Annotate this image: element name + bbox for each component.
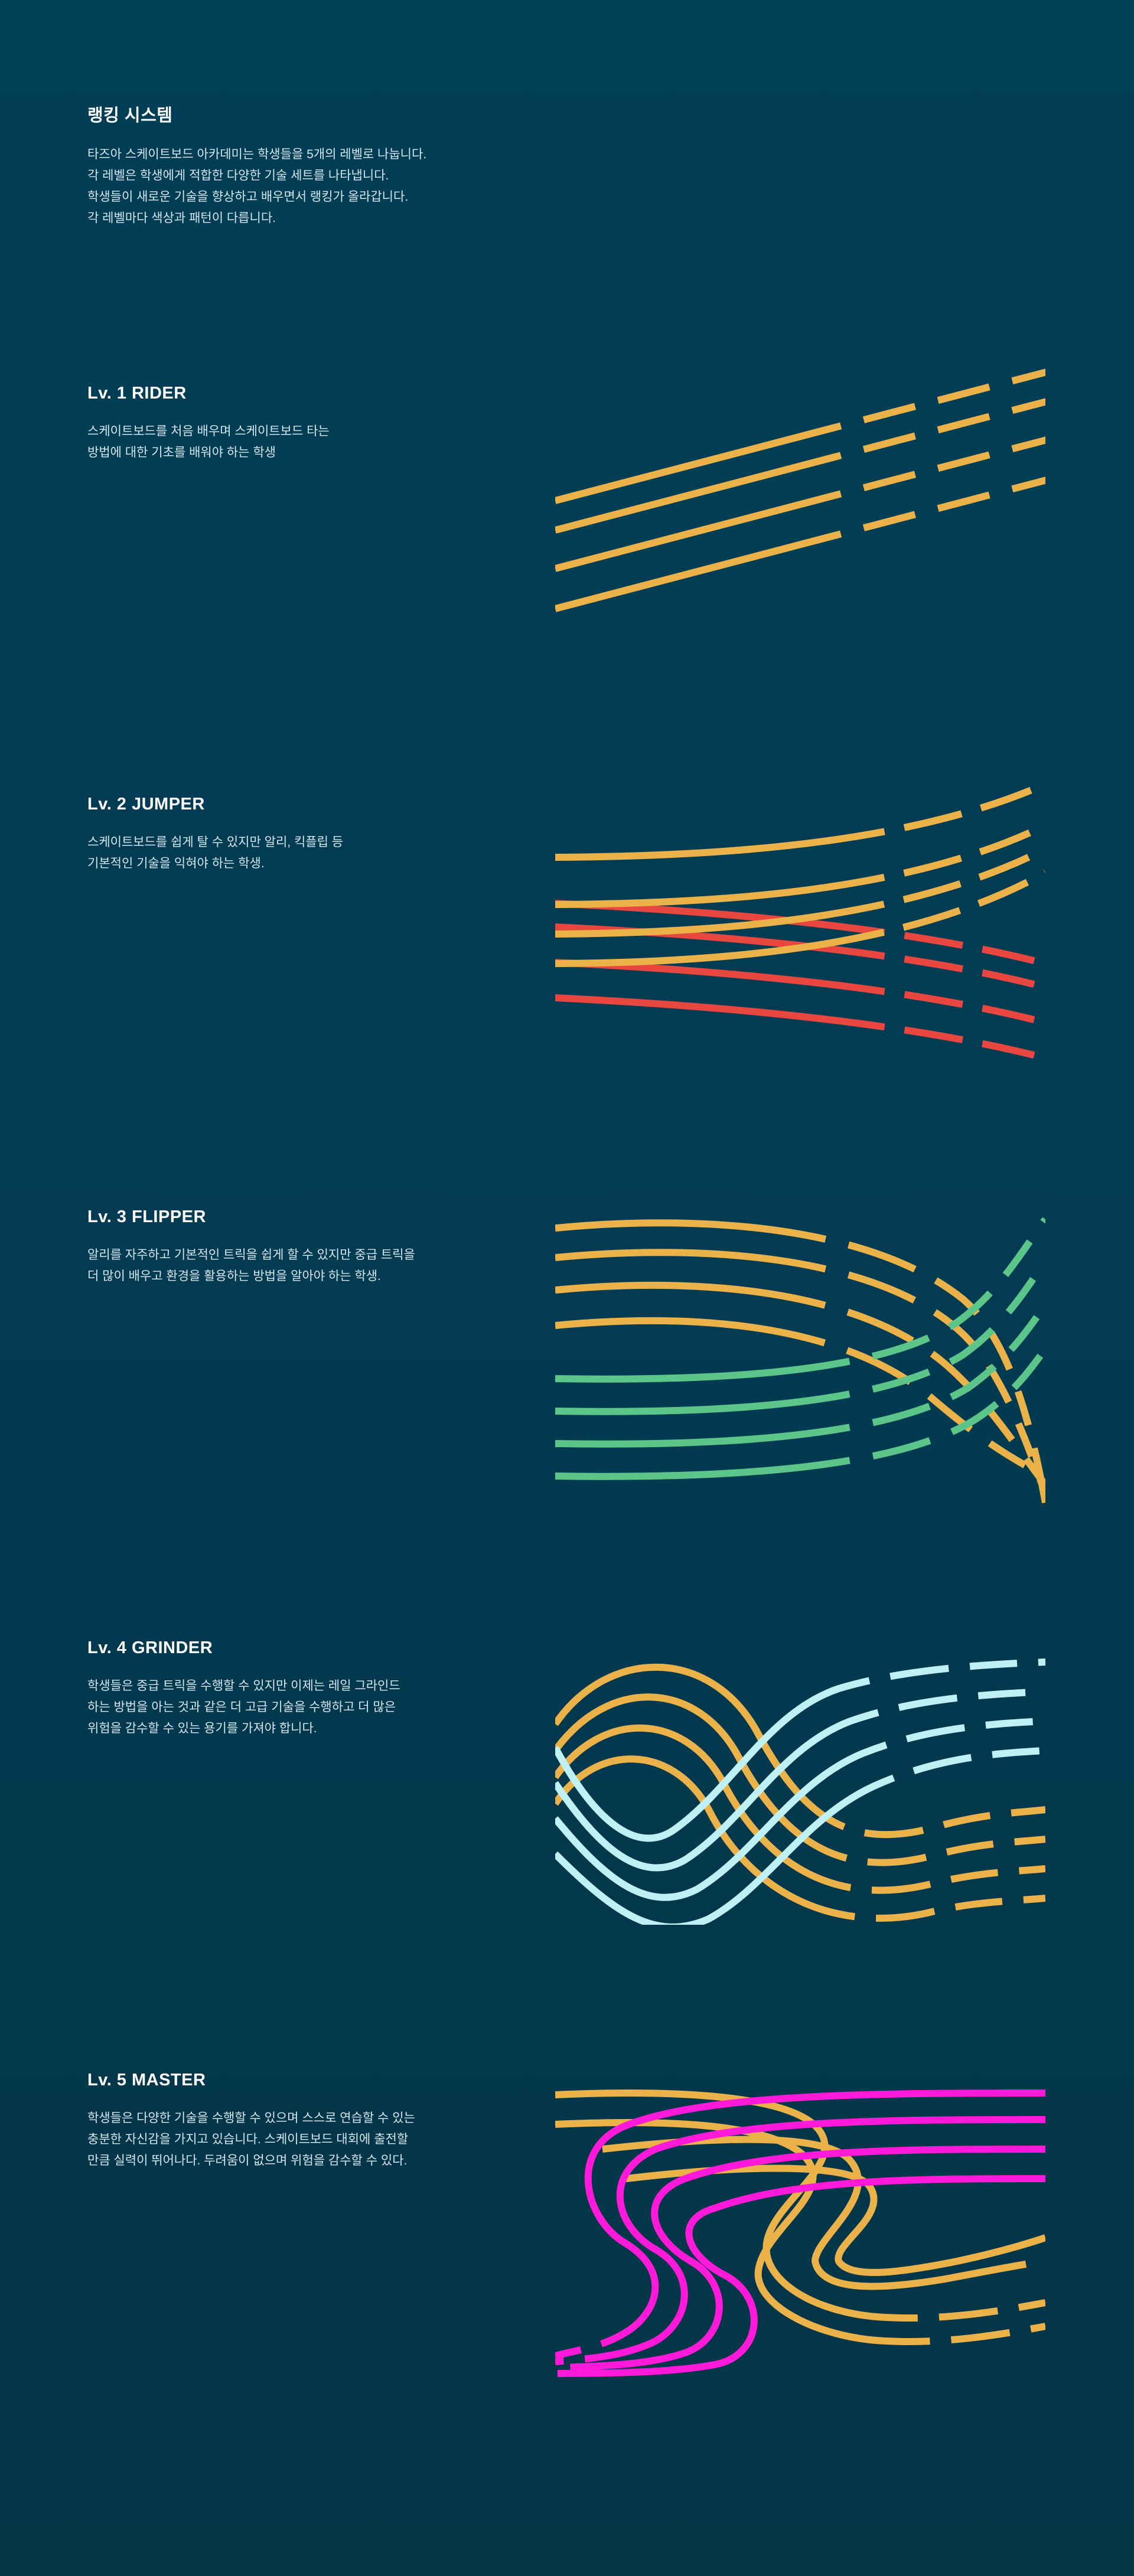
- pattern-line: [555, 1718, 1045, 1901]
- level-4-line: 학생들은 중급 트릭을 수행할 수 있지만 이제는 레일 그라인드: [87, 1679, 400, 1693]
- level-1-section: Lv. 1 RIDER 스케이트보드를 처음 배우며 스케이트보드 타는 방법에…: [87, 384, 513, 463]
- cyan-waves: [555, 1658, 1045, 1925]
- level-2-description: 스케이트보드를 쉽게 탈 수 있지만 알리, 킥플립 등 기본적인 기술을 익혀…: [87, 832, 513, 874]
- level-2-line: 기본적인 기술을 익혀야 하는 학생.: [87, 857, 265, 870]
- intro-description: 타즈아 스케이트보드 아카데미는 학생들을 5개의 레벨로 나눕니다. 각 레벨…: [87, 144, 536, 229]
- pattern-line: [555, 1217, 1045, 1383]
- pattern-line: [555, 1258, 1045, 1415]
- level-1-line: 스케이트보드를 처음 배우며 스케이트보드 타는: [87, 425, 330, 438]
- level-2-title: Lv. 2 JUMPER: [87, 795, 205, 814]
- pattern-line: [555, 1693, 1045, 1866]
- level-4-title: Lv. 4 GRINDER: [87, 1638, 213, 1657]
- pattern-line: [555, 368, 1045, 504]
- pattern-line: [555, 781, 1045, 861]
- level-5-line: 만큼 실력이 뛰어나다. 두려움이 없으며 위험을 감수할 수 있다.: [87, 2154, 408, 2167]
- red-curves: [555, 900, 1045, 1062]
- pattern-line: [555, 2146, 1045, 2371]
- level-2-pattern: [555, 781, 1045, 1062]
- pattern-line: [555, 1347, 1045, 1480]
- level-4-pattern: [555, 1658, 1045, 1925]
- level-5-line: 학생들은 다양한 기술을 수행할 수 있으며 스스로 연습할 수 있는: [87, 2111, 415, 2125]
- orange-arcs: [555, 1219, 1045, 1504]
- pattern-line: [555, 1219, 1045, 1504]
- pattern-line: [555, 1688, 1045, 1872]
- pattern-line: [555, 1755, 1045, 1922]
- pattern-line: [555, 1658, 1045, 1842]
- pattern-line: [555, 822, 1045, 908]
- level-1-title: Lv. 1 RIDER: [87, 384, 187, 403]
- level-1-line: 방법에 대한 기초를 배워야 하는 학생: [87, 446, 276, 459]
- orange-s-curves: [555, 2089, 1045, 2345]
- level-2-line: 스케이트보드를 쉽게 탈 수 있지만 알리, 킥플립 등: [87, 835, 344, 849]
- pattern-line: [555, 1249, 1045, 1496]
- page-title: 랭킹 시스템: [87, 106, 173, 125]
- level-3-section: Lv. 3 FLIPPER 알리를 자주하고 기본적인 트릭을 쉽게 할 수 있…: [87, 1207, 513, 1287]
- level-5-description: 학생들은 다양한 기술을 수행할 수 있으며 스스로 연습할 수 있는 충분한 …: [87, 2108, 513, 2172]
- pattern-line: [555, 2118, 1045, 2345]
- pattern-line: [555, 476, 1045, 612]
- pattern-line: [555, 994, 1045, 1062]
- intro-line: 학생들이 새로운 기술을 향상하고 배우면서 랭킹가 올라갑니다.: [87, 190, 409, 204]
- level-3-line: 더 많이 배우고 환경을 활용하는 방법을 알아야 하는 학생.: [87, 1269, 381, 1283]
- magenta-loops: [555, 2089, 1045, 2377]
- level-3-description: 알리를 자주하고 기본적인 트릭을 쉽게 할 수 있지만 중급 트릭을 더 많이…: [87, 1245, 513, 1287]
- level-5-section: Lv. 5 MASTER 학생들은 다양한 기술을 수행할 수 있으며 스스로 …: [87, 2071, 513, 2172]
- pattern-line: [555, 1317, 1045, 1480]
- level-2-section: Lv. 2 JUMPER 스케이트보드를 쉽게 탈 수 있지만 알리, 킥플립 …: [87, 795, 513, 874]
- intro-line: 타즈아 스케이트보드 아카데미는 학생들을 5개의 레벨로 나눕니다.: [87, 148, 427, 161]
- pattern-line: [555, 436, 1045, 572]
- pattern-line: [555, 2089, 1045, 2322]
- pattern-line: [555, 2175, 1045, 2377]
- level-4-description: 학생들은 중급 트릭을 수행할 수 있지만 이제는 레일 그라인드 하는 방법을…: [87, 1676, 513, 1739]
- level-5-pattern: [555, 2089, 1045, 2377]
- pattern-line: [555, 869, 1045, 967]
- intro-line: 각 레벨마다 색상과 패턴이 다릅니다.: [87, 211, 276, 225]
- pattern-line: [555, 1302, 1045, 1448]
- pattern-line: [555, 1747, 1045, 1925]
- level-3-line: 알리를 자주하고 기본적인 트릭을 쉽게 할 수 있지만 중급 트릭을: [87, 1248, 415, 1262]
- level-1-pattern: [555, 368, 1045, 612]
- level-3-title: Lv. 3 FLIPPER: [87, 1207, 206, 1226]
- pattern-line: [555, 959, 1045, 1026]
- orange-curves: [555, 781, 1045, 967]
- level-5-line: 충분한 자신감을 가지고 있습니다. 스케이트보드 대회에 출전할: [87, 2133, 409, 2146]
- pattern-line: [625, 2164, 1045, 2276]
- pattern-line: [555, 845, 1045, 938]
- level-3-pattern: [555, 1217, 1045, 1504]
- orange-diagonal-lines: [555, 368, 1045, 612]
- intro-line: 각 레벨은 학생에게 적합한 다양한 기술 세트를 나타냅니다.: [87, 169, 389, 182]
- level-4-section: Lv. 4 GRINDER 학생들은 중급 트릭을 수행할 수 있지만 이제는 …: [87, 1638, 513, 1739]
- level-5-title: Lv. 5 MASTER: [87, 2071, 206, 2089]
- pattern-line: [555, 2089, 1045, 2359]
- pattern-line: [555, 398, 1045, 534]
- level-1-description: 스케이트보드를 처음 배우며 스케이트보드 타는 방법에 대한 기초를 배워야 …: [87, 421, 513, 463]
- level-4-line: 위험을 감수할 수 있는 용기를 가져야 합니다.: [87, 1722, 317, 1735]
- pattern-line: [555, 900, 1045, 967]
- pattern-line: [555, 1281, 1045, 1487]
- level-4-line: 하는 방법을 아는 것과 같은 더 고급 기술을 수행하고 더 많은: [87, 1700, 396, 1714]
- intro-section: 랭킹 시스템 타즈아 스케이트보드 아카데미는 학생들을 5개의 레벨로 나눕니…: [87, 102, 536, 229]
- pattern-line: [555, 1724, 1045, 1894]
- green-arcs: [555, 1217, 1045, 1480]
- pattern-line: [602, 2136, 1045, 2290]
- pattern-line: [555, 2116, 1045, 2365]
